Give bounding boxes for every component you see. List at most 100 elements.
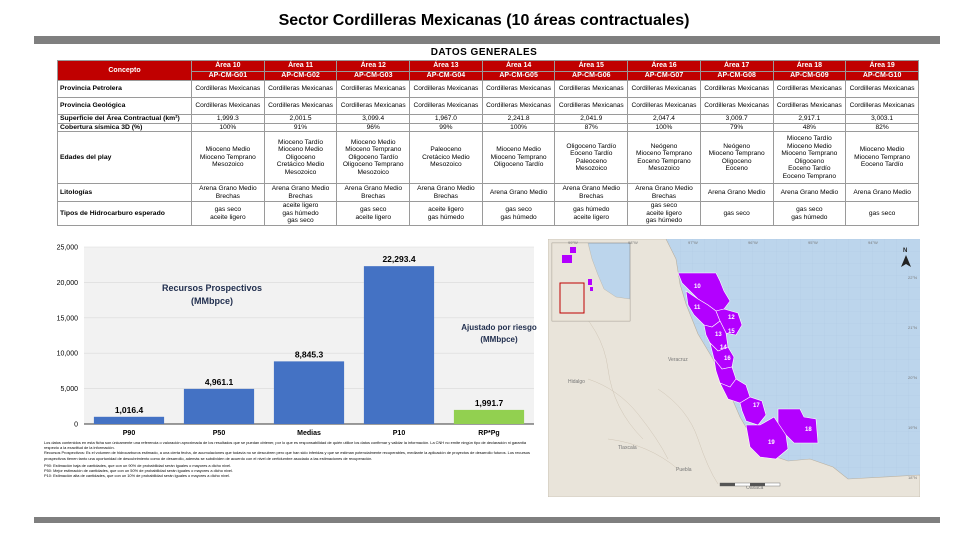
table-cell: Arena Grano Medio Brechas xyxy=(336,183,411,203)
data-label: 1,016.4 xyxy=(115,405,144,415)
table-cell: Cordilleras Mexicanas xyxy=(627,80,701,98)
scale-bar xyxy=(719,482,781,487)
table-cell: 2,047.4 xyxy=(627,114,701,124)
svg-text:15: 15 xyxy=(728,329,735,335)
table-cell: 96% xyxy=(336,122,411,133)
svg-text:21°N: 21°N xyxy=(908,325,917,330)
table-cell: 100% xyxy=(481,122,556,133)
svg-text:Tlaxcala: Tlaxcala xyxy=(618,445,637,451)
area-code-header: AP-CM-G02 xyxy=(263,71,338,81)
bar xyxy=(453,409,525,424)
table-cell: Arena Grano Medio Brechas xyxy=(191,183,265,203)
y-tick-label: 5,000 xyxy=(60,386,78,393)
table-cell: Arena Grano Medio xyxy=(772,183,847,203)
table-cell: Mioceno Medio Mioceno Temprano Eoceno Ta… xyxy=(845,131,919,185)
table-cell: 2,041.9 xyxy=(554,114,629,124)
table-cell: Arena Grano Medio xyxy=(845,183,919,203)
footnote-line: P50: Mejor estimación de cantidades, que… xyxy=(44,468,234,474)
annotation-line: (MMbpce) xyxy=(191,296,233,306)
table-cell: Oligoceno Tardío Eoceno Tardío Paleoceno… xyxy=(554,131,629,185)
area-name-header: Área 18 xyxy=(772,60,847,72)
svg-text:96°W: 96°W xyxy=(748,240,758,245)
area-name-header: Área 16 xyxy=(627,60,701,72)
table-cell: 82% xyxy=(845,122,919,133)
area-name-header: Área 14 xyxy=(481,60,556,72)
table-cell: aceite ligero gas húmedo gas seco xyxy=(263,201,338,226)
table-cell: 2,917.1 xyxy=(772,114,847,124)
y-tick-label: 15,000 xyxy=(57,315,79,322)
y-tick-label: 10,000 xyxy=(57,351,79,358)
y-tick-label: 0 xyxy=(74,422,78,429)
svg-text:13: 13 xyxy=(715,332,722,338)
area-code-header: AP-CM-G04 xyxy=(409,71,483,81)
table-cell: gas seco gas húmedo xyxy=(481,201,556,226)
table-cell: gas seco aceite ligero gas húmedo xyxy=(627,201,701,226)
area-code-header: AP-CM-G09 xyxy=(772,71,847,81)
table-cell: Arena Grano Medio Brechas xyxy=(409,183,483,203)
area-code-header: AP-CM-G06 xyxy=(554,71,629,81)
area-code-header: AP-CM-G07 xyxy=(627,71,701,81)
table-cell: Cordilleras Mexicanas xyxy=(263,80,338,98)
x-tick-label: P90 xyxy=(123,430,136,437)
svg-text:20°N: 20°N xyxy=(908,375,917,380)
table-cell: Cordilleras Mexicanas xyxy=(554,80,629,98)
table-row: Cobertura sísmica 3D (%) 100% 91% 96% 99% 100… xyxy=(57,122,919,133)
svg-text:Veracruz: Veracruz xyxy=(668,357,688,363)
table-cell: gas seco aceite ligero xyxy=(191,201,265,226)
table-cell: Arena Grano Medio Brechas xyxy=(263,183,338,203)
y-tick-label: 25,000 xyxy=(57,245,79,252)
area-code-header: AP-CM-G10 xyxy=(845,71,919,81)
svg-text:97°W: 97°W xyxy=(688,240,698,245)
data-label: 4,961.1 xyxy=(205,377,234,387)
bar xyxy=(363,266,435,424)
table-cell: 2,001.5 xyxy=(263,114,338,124)
area-code-header: AP-CM-G05 xyxy=(481,71,556,81)
table-cell: Arena Grano Medio Brechas xyxy=(554,183,629,203)
table-cell: Cordilleras Mexicanas xyxy=(699,97,774,115)
table-cell: Neógeno Mioceno Temprano Oligoceno Eocen… xyxy=(699,131,774,185)
data-label: 1,991.7 xyxy=(475,398,504,408)
footnote-line: P10: Estimación alta de cantidades, que … xyxy=(44,473,231,479)
svg-text:19: 19 xyxy=(768,440,775,446)
place-labels: Hidalgo Veracruz Tlaxcala Puebla Oaxaca xyxy=(568,357,763,491)
table-cell: Arena Grano Medio xyxy=(699,183,774,203)
row-label: Provincia Geológica xyxy=(57,97,192,115)
bar xyxy=(93,416,165,424)
prospective-resources-chart: 0 5,000 10,000 15,000 20,000 25,000 1,016.4 P90… xyxy=(34,238,544,438)
svg-text:16: 16 xyxy=(724,356,731,362)
table-cell: Mioceno Medio Mioceno Temprano Oligoceno… xyxy=(336,131,411,185)
svg-text:12: 12 xyxy=(728,315,735,321)
annotation-line: Recursos Prospectivos xyxy=(162,283,262,293)
row-label: Edades del play xyxy=(57,131,192,185)
x-tick-label: RP*Pg xyxy=(478,430,499,437)
area-name-header: Área 10 xyxy=(191,60,265,72)
table-cell: Cordilleras Mexicanas xyxy=(772,97,847,115)
area-name-header: Área 15 xyxy=(554,60,629,72)
area-name-header: Área 11 xyxy=(263,60,338,72)
bar xyxy=(183,388,255,424)
area-labels: 10 11 12 13 14 15 16 17 18 19 xyxy=(694,284,812,446)
svg-text:11: 11 xyxy=(694,305,701,311)
table-cell: 87% xyxy=(554,122,629,133)
svg-text:10: 10 xyxy=(694,284,701,290)
table-cell: Mioceno Tardío Mioceno Medio Mioceno Tem… xyxy=(772,131,847,185)
footnote-line: Los datos contenidos en esta ficha son ú… xyxy=(44,440,527,451)
annotation-line: (MMbpce) xyxy=(480,335,518,344)
table-cell: Cordilleras Mexicanas xyxy=(554,97,629,115)
table-cell: Cordilleras Mexicanas xyxy=(409,80,483,98)
row-label: Tipos de Hidrocarburo esperado xyxy=(57,201,192,226)
general-data-table: Concepto Área 10 Área 11 Área 12 Área 13 Área… xyxy=(57,60,919,226)
north-arrow-icon: N xyxy=(901,248,911,267)
x-tick-label: P50 xyxy=(213,430,226,437)
table-cell: gas seco gas húmedo xyxy=(772,201,847,226)
graticule-labels: 22°N 21°N 20°N 19°N 18°N 99°W 98°W 97°W … xyxy=(568,240,917,480)
svg-text:95°W: 95°W xyxy=(808,240,818,245)
table-cell: 48% xyxy=(772,122,847,133)
inset-map xyxy=(551,242,631,322)
table-cell: Cordilleras Mexicanas xyxy=(481,80,556,98)
annotation-line: Ajustado por riesgo xyxy=(461,323,537,332)
section-subtitle: DATOS GENERALES xyxy=(430,47,538,58)
table-cell: gas seco xyxy=(845,201,919,226)
row-label: Provincia Petrolera xyxy=(57,80,192,98)
contract-areas xyxy=(677,272,819,460)
